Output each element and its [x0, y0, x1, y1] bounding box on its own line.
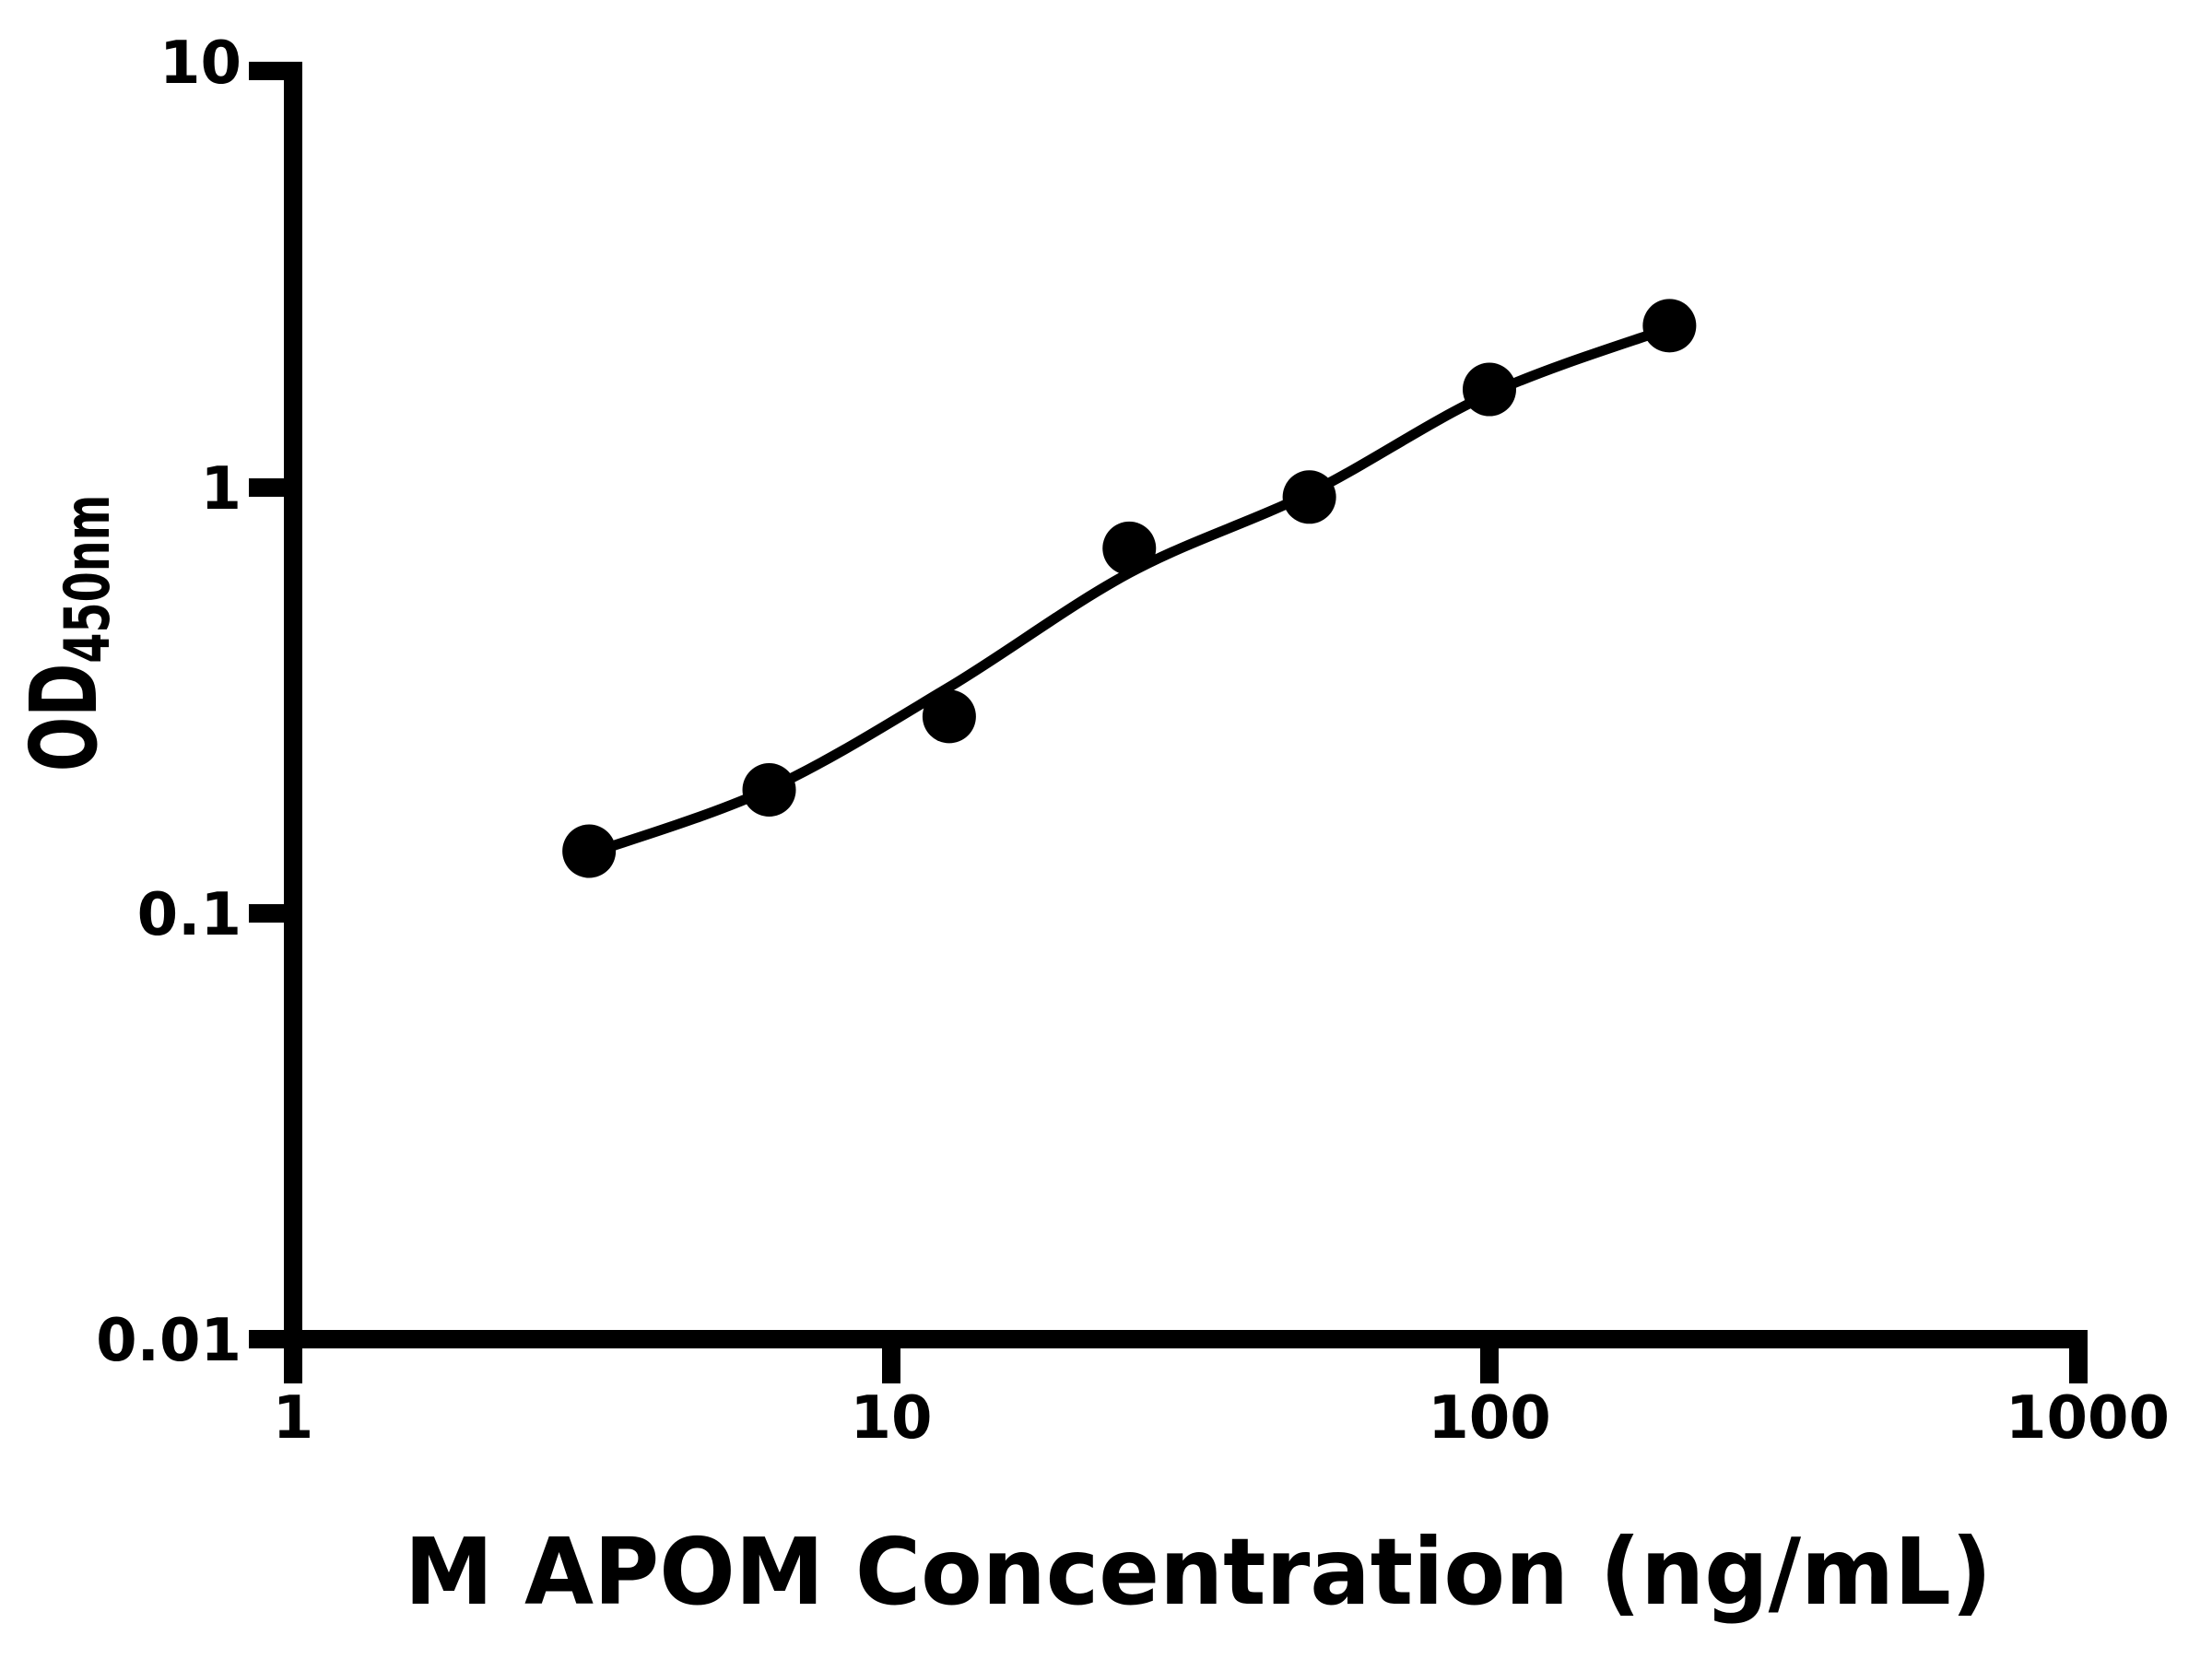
- data-point: [1463, 362, 1516, 417]
- x-tick-label: 1: [273, 1384, 314, 1453]
- data-point: [1282, 470, 1336, 524]
- y-tick-label: 10: [159, 29, 241, 98]
- y-axis-title-subscript: 450nm: [51, 495, 124, 664]
- x-tick-label: 10: [850, 1384, 932, 1453]
- x-axis-title: M APOM Concentration (ng/mL): [405, 1520, 1992, 1627]
- data-point: [1642, 299, 1697, 353]
- x-tick-label: 1000: [2006, 1384, 2170, 1453]
- y-tick-label: 1: [200, 455, 241, 524]
- y-tick-label: 0.01: [96, 1307, 241, 1375]
- data-point: [562, 824, 617, 878]
- y-axis-title-main: OD: [11, 664, 118, 772]
- plot-area: 0.01 0.1 1 10 1 10 100 1000: [96, 29, 2170, 1453]
- y-tick-label: 0.1: [137, 881, 241, 949]
- x-tick-label: 100: [1428, 1384, 1551, 1453]
- data-point: [1102, 521, 1157, 575]
- data-point: [922, 689, 976, 744]
- data-point: [742, 763, 796, 818]
- y-axis-title: OD450nm: [11, 495, 124, 771]
